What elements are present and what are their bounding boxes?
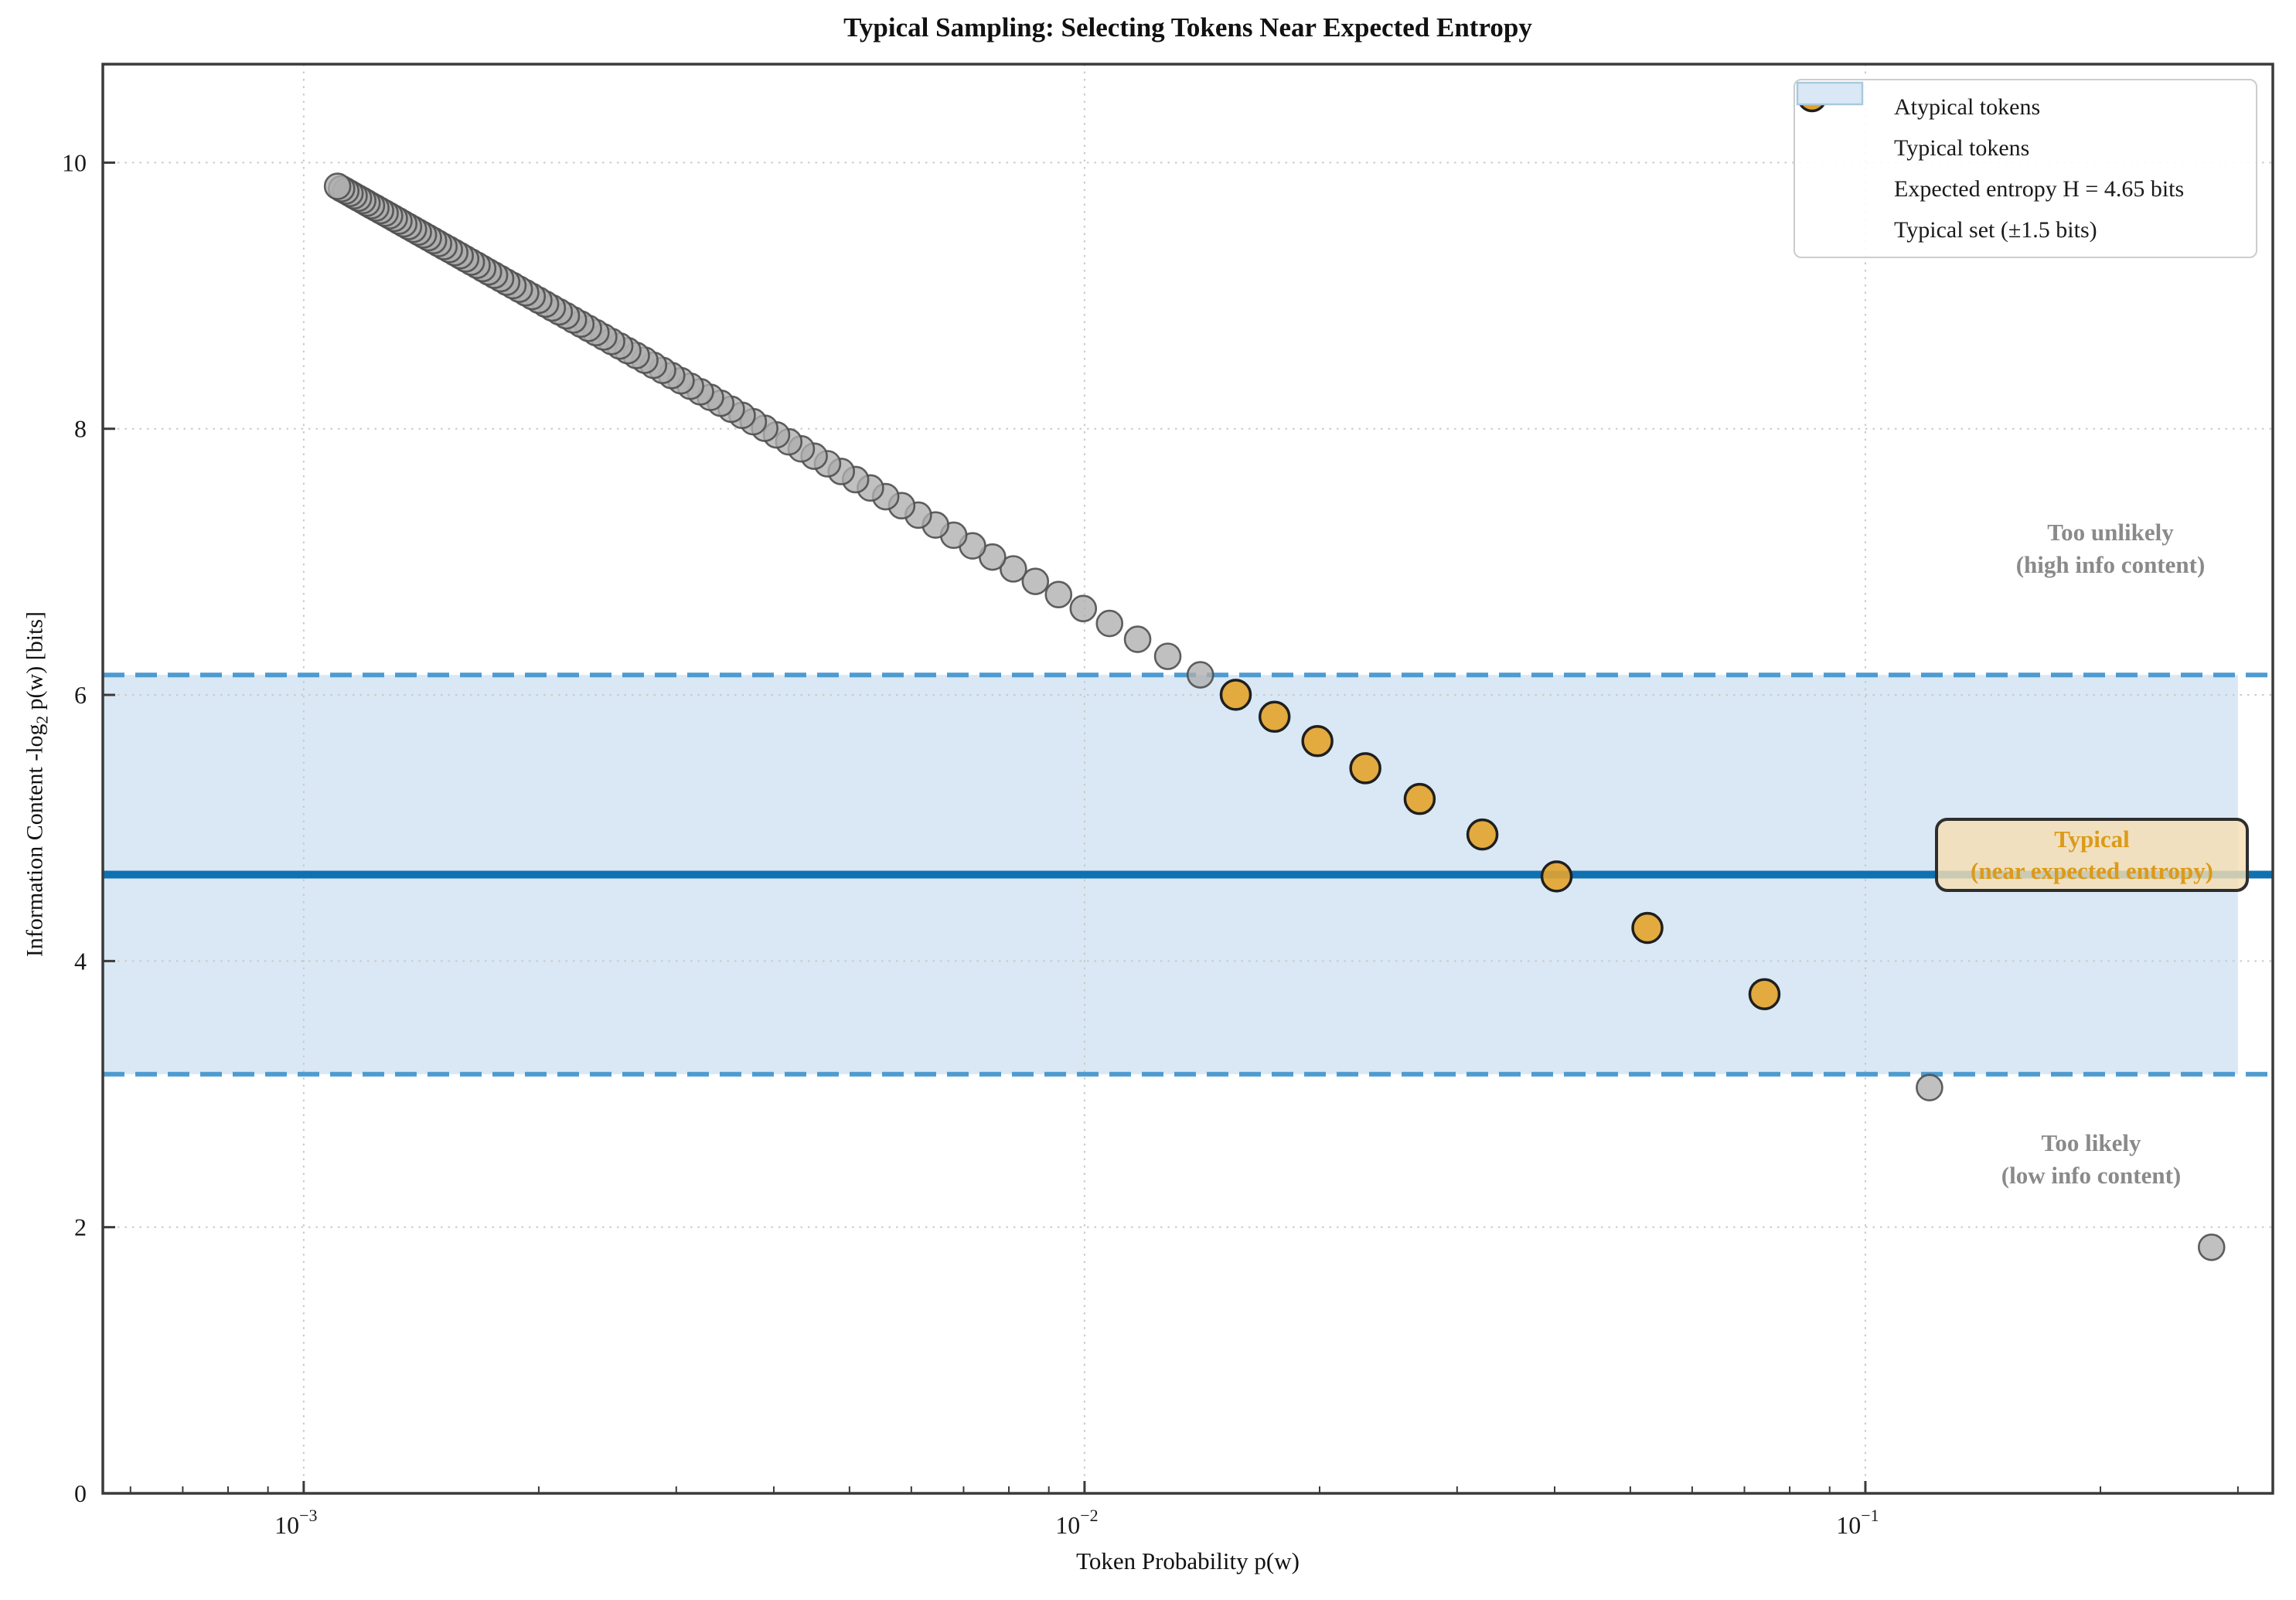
y-axis-label-suffix: p(w) [bits] [22, 611, 48, 716]
annotation-too-unlikely-line1: Too unlikely [2047, 519, 2174, 546]
typical-point [1301, 725, 1334, 757]
legend: Atypical tokens Typical tokens Expected … [1794, 79, 2257, 258]
atypical-point [1044, 580, 1073, 609]
atypical-point [2197, 1233, 2226, 1261]
chart-title: Typical Sampling: Selecting Tokens Near … [843, 12, 1532, 43]
typical-point [1349, 752, 1381, 785]
typical-point [1631, 911, 1664, 945]
atypical-point [1123, 625, 1152, 653]
y-tick-label: 0 [74, 1479, 87, 1507]
annotation-too-likely-line2: (low info content) [2001, 1162, 2182, 1189]
atypical-point [323, 172, 352, 200]
typical-point [1748, 978, 1781, 1010]
atypical-point [1000, 555, 1027, 583]
annotation-typical-line2: (near expected entropy) [1971, 857, 2213, 884]
x-tick-label: 10−2 [1055, 1506, 1098, 1539]
annotation-typical-line1: Typical [2054, 826, 2130, 853]
legend-label-entropy: Expected entropy H = 4.65 bits [1894, 175, 2185, 202]
y-axis-label-subscript: 2 [32, 715, 52, 724]
y-axis-label: Information Content -log2 p(w) [bits] [22, 0, 56, 1585]
annotation-too-likely-line1: Too likely [2041, 1129, 2141, 1156]
atypical-point [1069, 594, 1098, 623]
atypical-point [1021, 567, 1050, 595]
scatter-point-layer [323, 172, 2226, 1261]
y-tick-label: 8 [74, 415, 87, 443]
y-axis-label-prefix: Information Content -log [22, 723, 48, 958]
legend-row-atypical: Atypical tokens [1798, 83, 2256, 127]
typical-point [1540, 860, 1573, 893]
typical-point [1403, 782, 1436, 815]
typical-point [1219, 679, 1252, 711]
atypical-point [1095, 609, 1124, 638]
x-tick-label: 10−1 [1836, 1506, 1879, 1539]
y-tick-label: 10 [62, 148, 87, 176]
legend-row-typical: Typical tokens [1797, 82, 2256, 168]
tick-label-layer: 0 2 4 6 8 10 10−3 10−2 10−1 [62, 148, 1879, 1539]
x-tick-label: 10−3 [274, 1506, 317, 1539]
y-tick-label: 6 [74, 681, 87, 709]
legend-row-band: Typical set (±1.5 bits) [1796, 81, 2256, 250]
y-tick-label: 2 [74, 1214, 87, 1241]
legend-row-entropy: Expected entropy H = 4.65 bits [1797, 83, 2256, 209]
legend-label-band: Typical set (±1.5 bits) [1894, 216, 2097, 243]
plot-border [101, 63, 2274, 1495]
annotation-too-unlikely: Too unlikely (high info content) [2016, 516, 2206, 581]
atypical-point [1153, 642, 1182, 670]
atypical-point [1186, 661, 1214, 689]
legend-label-atypical: Atypical tokens [1894, 94, 2041, 120]
annotation-too-likely: Too likely (low info content) [2001, 1127, 2181, 1192]
legend-label-typical: Typical tokens [1894, 134, 2030, 161]
annotation-too-unlikely-line2: (high info content) [2015, 551, 2206, 578]
typical-point [1466, 818, 1499, 851]
x-axis-label: Token Probability p(w) [1076, 1547, 1300, 1574]
typical-point [1258, 700, 1291, 734]
y-tick-label: 4 [74, 947, 87, 975]
atypical-point [1916, 1074, 1943, 1101]
annotation-typical-box: Typical (near expected entropy) [1935, 818, 2249, 892]
